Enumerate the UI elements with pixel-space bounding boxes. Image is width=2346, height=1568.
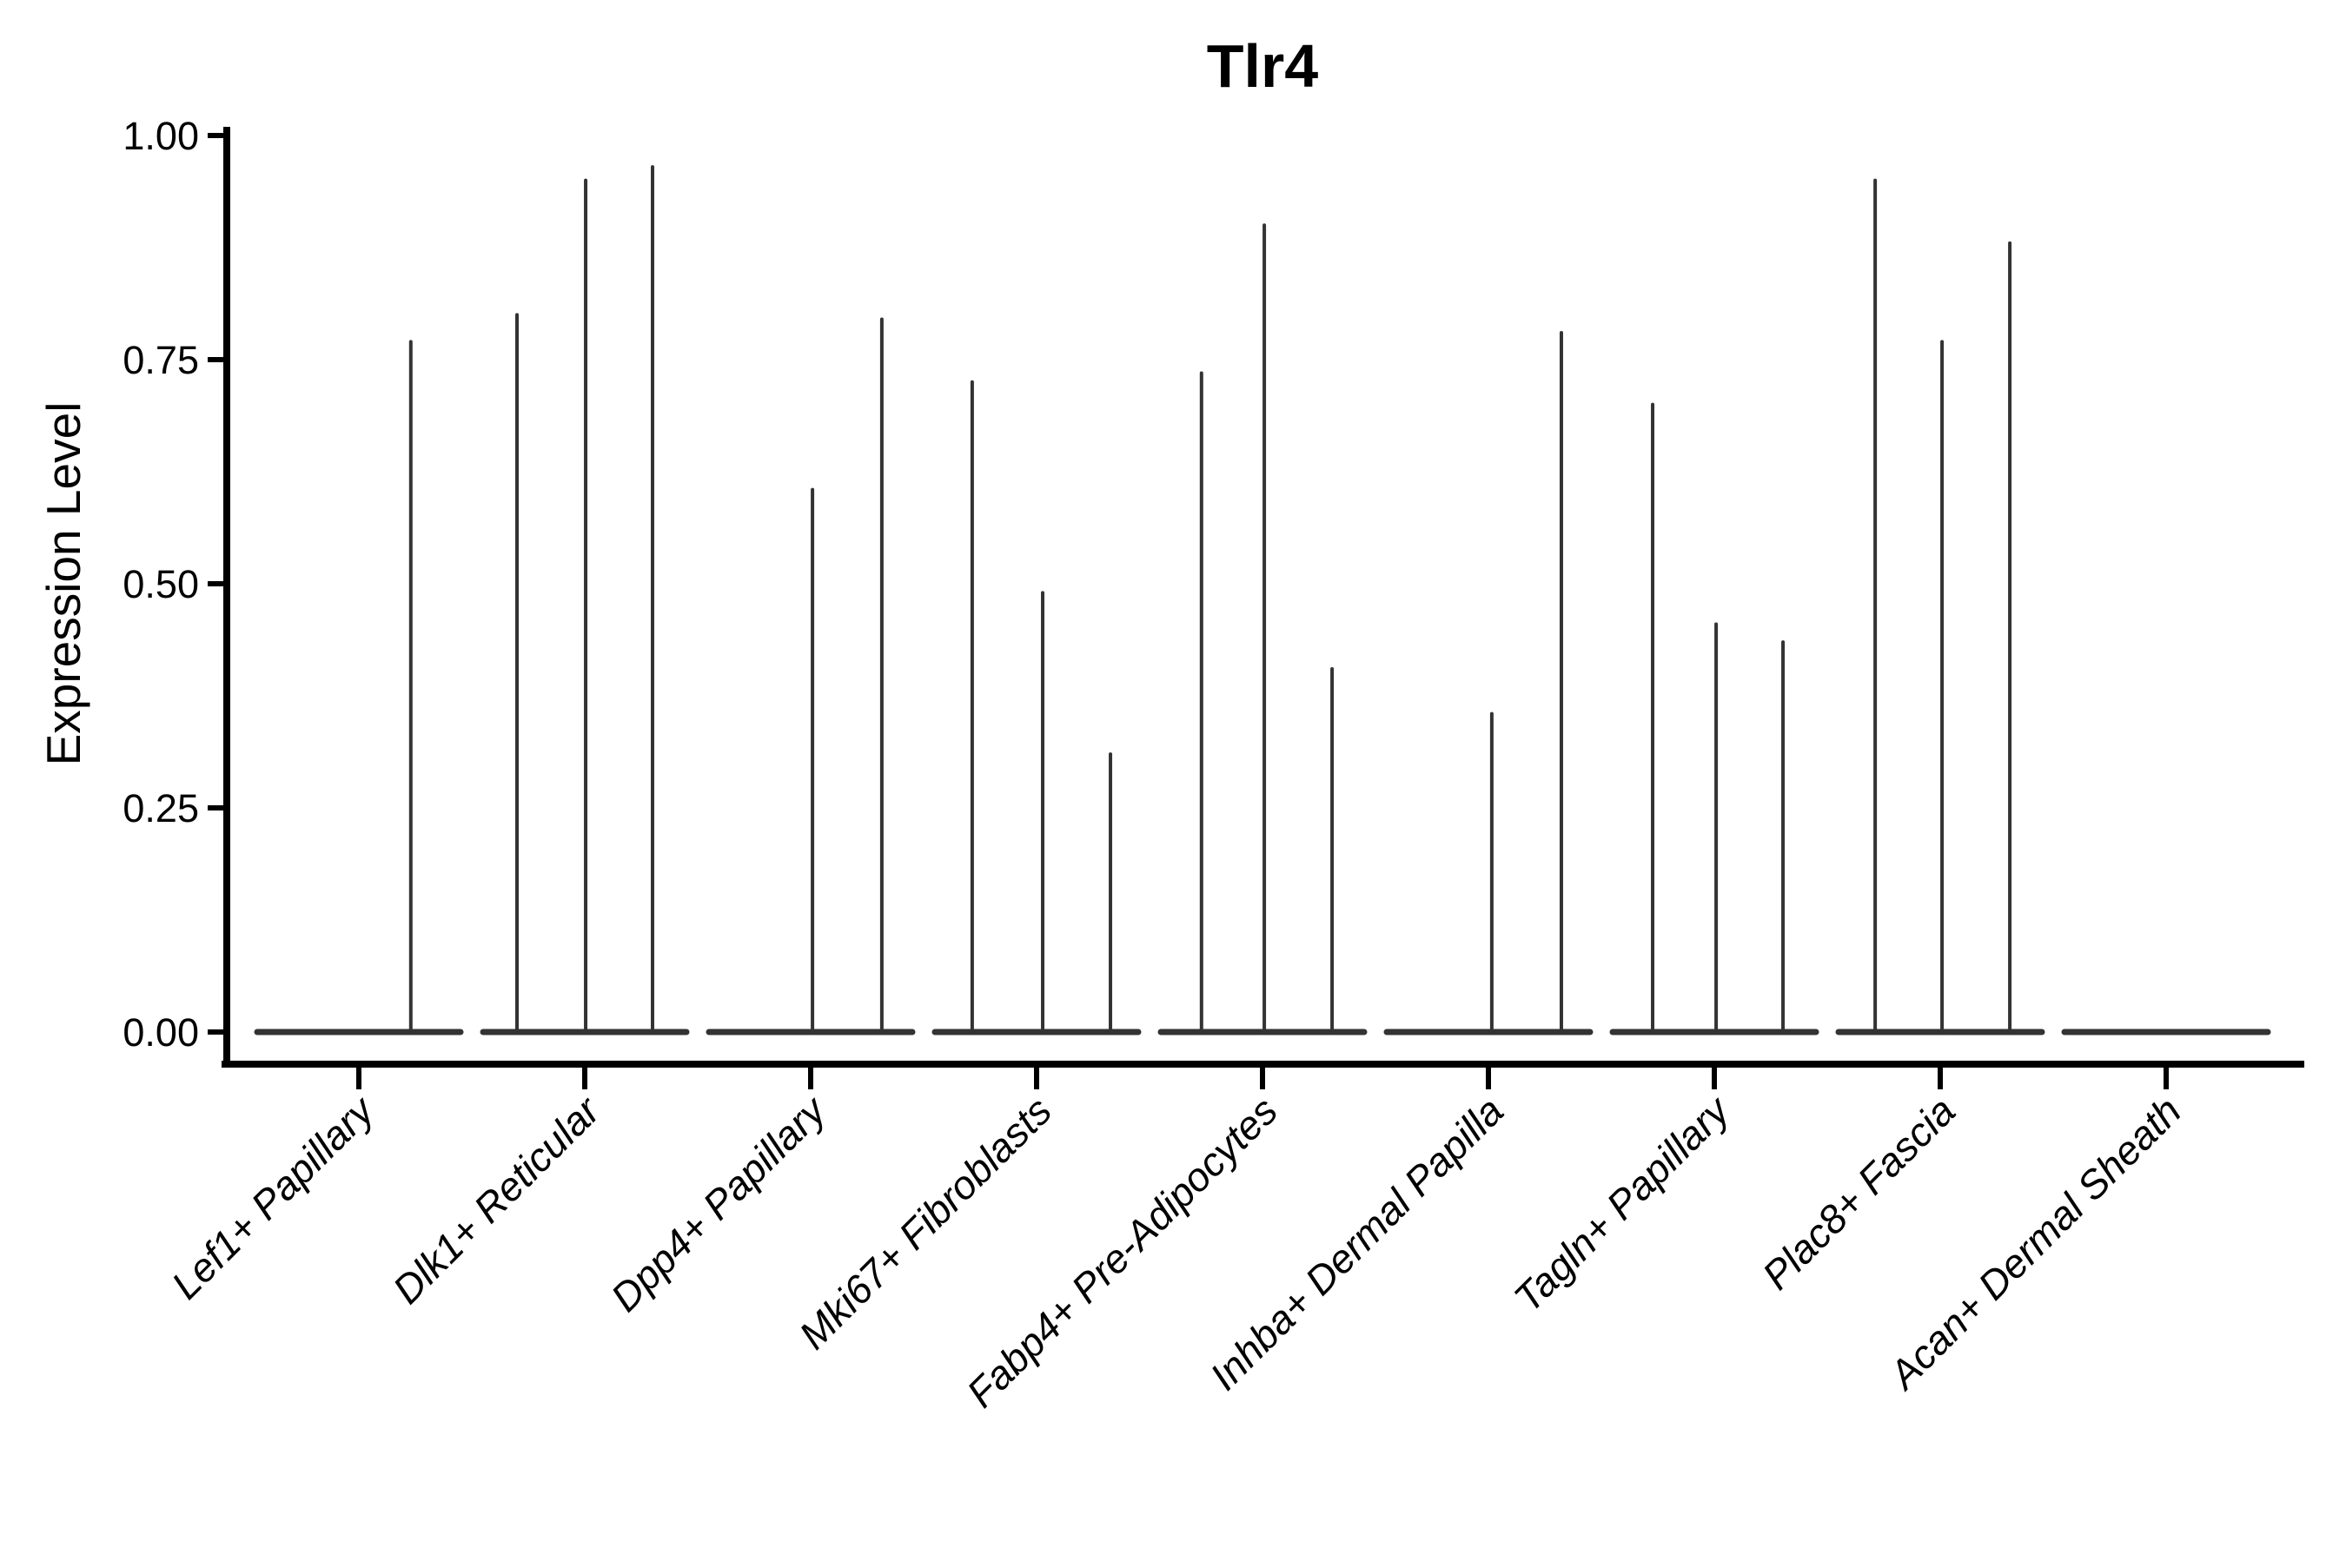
violin-4 <box>931 380 1142 1035</box>
y-tick-label: 0.75 <box>123 338 199 382</box>
y-axis-label: Expression Level <box>36 402 90 766</box>
violin-8 <box>1835 178 2045 1035</box>
y-tick-label: 0.25 <box>123 786 199 830</box>
category-label: Dpp4+ Papillary <box>602 1086 836 1320</box>
y-tick-label: 0.00 <box>123 1010 199 1055</box>
category-label: Tagln+ Papillary <box>1505 1086 1740 1320</box>
violin-5 <box>1157 223 1368 1035</box>
y-tick-label: 1.00 <box>123 114 199 158</box>
y-tick-label: 0.50 <box>123 562 199 606</box>
category-label: Lef1+ Papillary <box>162 1086 384 1307</box>
category-label: Dlk1+ Reticular <box>384 1087 609 1312</box>
category-label: Plac8+ Fascia <box>1753 1088 1964 1298</box>
axes-layer: 0.00 0.25 0.50 0.75 1.00 Lef1+ Papillary Dlk1+… <box>123 114 2304 1416</box>
plot-title: Tlr4 <box>1207 32 1318 100</box>
violin-1 <box>254 340 464 1035</box>
violin-3 <box>706 317 916 1035</box>
violins-layer <box>254 165 2271 1035</box>
violin-7 <box>1609 402 1819 1035</box>
violin-6 <box>1383 331 1594 1035</box>
category-label: Mki67+ Fibroblasts <box>790 1088 1060 1358</box>
violin-2 <box>480 165 690 1035</box>
